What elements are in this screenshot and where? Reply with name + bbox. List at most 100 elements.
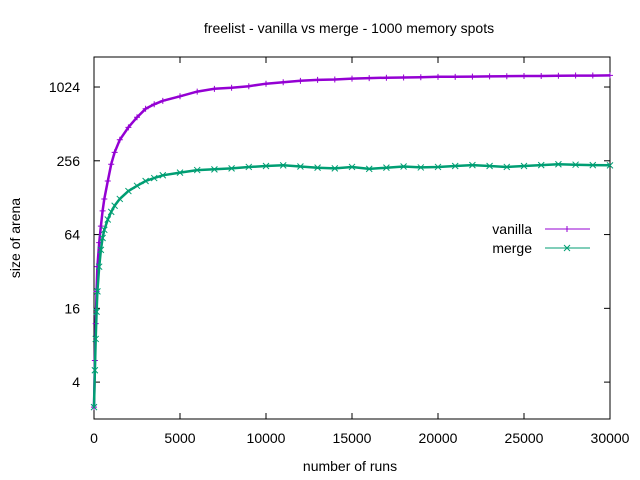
data-point-merge (555, 160, 562, 168)
data-point-vanilla (97, 223, 104, 230)
chart-title: freelist - vanilla vs merge - 1000 memor… (204, 20, 494, 36)
x-axis-ticks: 0 5000 10000 15000 20000 25000 30000 (90, 57, 630, 446)
data-point-merge (211, 165, 218, 173)
x-tick-label: 15000 (333, 430, 372, 446)
data-point-vanilla (521, 72, 527, 79)
x-tick-label: 0 (90, 430, 98, 446)
data-point-vanilla (125, 124, 132, 131)
data-point-vanilla (383, 74, 390, 81)
y-axis-label: size of arena (7, 198, 23, 278)
data-point-merge (365, 165, 373, 173)
data-point-merge (100, 226, 108, 234)
y-tick-label: 256 (57, 153, 81, 169)
data-point-vanilla (104, 178, 111, 185)
data-point-vanilla (245, 83, 252, 90)
data-point-vanilla (111, 149, 118, 156)
data-point-vanilla (263, 80, 269, 87)
x-tick-label: 30000 (591, 430, 630, 446)
data-point-merge (104, 216, 112, 223)
legend-marker-vanilla (564, 226, 570, 232)
data-point-merge (93, 308, 100, 316)
data-point-vanilla (538, 72, 545, 79)
data-point-vanilla (134, 114, 140, 121)
data-point-vanilla (101, 195, 108, 202)
y-tick-label: 64 (64, 227, 80, 243)
data-point-vanilla (452, 73, 459, 80)
data-point-merge (417, 164, 425, 171)
data-point-vanilla (297, 77, 304, 84)
data-point-merge (606, 161, 614, 169)
data-point-merge (348, 163, 356, 171)
data-point-merge (469, 161, 476, 169)
data-point-vanilla (503, 73, 510, 80)
data-point-merge (537, 161, 545, 169)
series-line-merge (92, 162, 611, 408)
data-point-merge (434, 163, 442, 171)
y-tick-label: 4 (72, 374, 80, 390)
data-point-merge (503, 163, 511, 171)
y-tick-label: 16 (64, 300, 80, 316)
data-point-vanilla (469, 73, 476, 80)
data-point-vanilla (108, 161, 115, 168)
data-point-merge (159, 171, 167, 179)
data-point-vanilla (572, 72, 579, 79)
data-point-merge (94, 288, 101, 295)
data-point-vanilla (400, 74, 407, 81)
data-point-vanilla (366, 75, 373, 82)
data-point-vanilla (177, 93, 183, 100)
legend-marker-merge (563, 244, 571, 252)
data-point-merge (486, 162, 493, 170)
data-point-vanilla (159, 97, 166, 104)
data-point-merge (572, 161, 579, 169)
data-point-vanilla (151, 101, 158, 108)
data-point-merge (142, 177, 149, 185)
data-point-merge (451, 162, 459, 170)
y-axis-ticks: 4 16 64 256 1024 (49, 79, 610, 390)
data-point-merge (331, 165, 339, 172)
series-layer (90, 72, 614, 411)
data-point-merge (150, 174, 158, 182)
data-point-merge (262, 162, 270, 170)
data-point-vanilla (228, 84, 235, 91)
data-point-merge (116, 195, 124, 203)
data-point-vanilla (116, 136, 123, 143)
data-point-merge (176, 169, 184, 176)
data-point-merge (589, 161, 597, 169)
data-point-merge (383, 164, 390, 172)
plot-frame (93, 56, 611, 420)
data-point-vanilla (280, 79, 287, 86)
x-tick-label: 25000 (505, 430, 544, 446)
data-point-merge (91, 366, 99, 374)
series-vanilla (91, 72, 613, 411)
data-point-merge (111, 202, 118, 210)
data-point-vanilla (331, 76, 338, 83)
data-point-merge (92, 335, 100, 343)
data-point-merge (193, 166, 201, 174)
series-merge (90, 160, 614, 411)
data-point-vanilla (349, 75, 355, 82)
data-point-merge (297, 163, 304, 170)
data-point-merge (245, 163, 253, 171)
data-point-merge (133, 182, 141, 190)
data-point-vanilla (314, 76, 321, 83)
data-point-merge (228, 165, 235, 172)
y-tick-label: 1024 (49, 79, 80, 95)
series-line-vanilla (92, 74, 611, 408)
x-axis-label: number of runs (303, 458, 397, 474)
data-point-merge (400, 163, 407, 170)
legend: vanilla merge (492, 221, 590, 256)
data-point-vanilla (435, 73, 441, 80)
legend-label-merge: merge (492, 240, 532, 256)
data-point-vanilla (194, 88, 201, 95)
data-point-vanilla (607, 72, 613, 79)
x-tick-label: 10000 (247, 430, 286, 446)
data-point-vanilla (589, 72, 596, 79)
data-point-vanilla (417, 74, 424, 81)
data-point-merge (125, 187, 132, 195)
data-point-merge (279, 161, 287, 169)
data-point-merge (99, 234, 106, 242)
legend-label-vanilla: vanilla (492, 221, 532, 237)
data-point-merge (107, 208, 115, 216)
data-point-vanilla (211, 85, 218, 92)
